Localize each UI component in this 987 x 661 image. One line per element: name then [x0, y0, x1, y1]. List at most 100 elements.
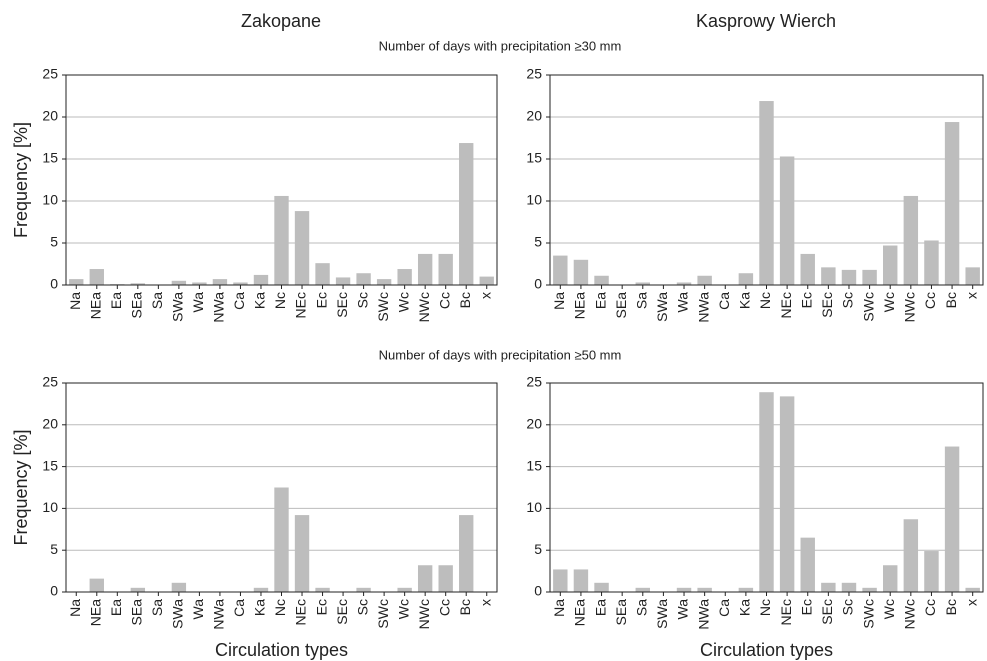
plot-frame — [549, 74, 984, 286]
bar — [882, 245, 898, 285]
bar — [89, 269, 104, 285]
x-tick-label: Wa — [675, 599, 691, 620]
y-tick-label: 5 — [534, 541, 542, 557]
x-tick-label: SEc — [334, 292, 350, 318]
x-tick-label: Wc — [881, 292, 897, 312]
bar — [965, 267, 980, 285]
x-tick-label: Ca — [716, 292, 732, 310]
x-tick-label: Bc — [457, 292, 473, 308]
column-title: Zakopane — [241, 11, 321, 31]
bar — [903, 519, 919, 592]
bar — [130, 283, 146, 285]
y-tick-label: 25 — [42, 374, 58, 390]
bar — [841, 269, 857, 285]
x-tick-label: NEa — [572, 292, 588, 319]
x-axis-label: Circulation types — [700, 640, 833, 660]
bar — [397, 587, 412, 592]
x-tick-label: Sa — [633, 292, 649, 309]
y-tick-label: 10 — [42, 192, 58, 208]
x-tick-label: SWa — [170, 599, 186, 629]
x-tick-label: Bc — [457, 599, 473, 615]
bar — [459, 143, 474, 285]
x-tick-label: Nc — [272, 599, 288, 616]
bar — [862, 587, 877, 592]
x-tick-label: NWa — [695, 292, 711, 323]
bar — [233, 282, 248, 285]
bar — [800, 537, 815, 592]
bar — [479, 276, 494, 285]
x-tick-label: x — [963, 292, 979, 299]
bar — [171, 280, 187, 285]
bar — [882, 565, 898, 592]
bar — [294, 515, 310, 592]
x-tick-label: Ec — [313, 599, 329, 615]
bar — [738, 273, 754, 285]
x-tick-label: NWc — [902, 599, 918, 629]
x-tick-label: SWc — [375, 292, 391, 322]
bar — [130, 587, 146, 592]
x-tick-label: SEc — [819, 599, 835, 625]
x-tick-label: Na — [551, 292, 567, 310]
bar — [274, 487, 289, 592]
y-tick-label: 10 — [42, 499, 58, 515]
y-tick-label: 5 — [50, 541, 58, 557]
y-tick-label: 0 — [534, 583, 542, 599]
x-tick-label: Ea — [592, 292, 608, 309]
x-tick-label: Ka — [252, 292, 268, 309]
bar — [821, 582, 836, 592]
x-tick-label: SWa — [654, 599, 670, 629]
x-tick-label: Na — [67, 292, 83, 310]
y-tick-label: 0 — [50, 276, 58, 292]
bar — [573, 569, 589, 592]
bar — [438, 565, 453, 592]
y-tick-label: 5 — [534, 234, 542, 250]
x-tick-label: x — [477, 292, 493, 299]
bar — [294, 211, 310, 285]
x-tick-label: Ea — [592, 599, 608, 616]
bar — [356, 587, 371, 592]
y-tick-label: 20 — [42, 108, 58, 124]
x-tick-label: Wc — [881, 599, 897, 619]
x-tick-label: Ea — [108, 292, 124, 309]
bar — [676, 282, 692, 285]
x-tick-label: Bc — [943, 292, 959, 308]
bar — [697, 275, 712, 285]
x-tick-label: Wa — [190, 292, 206, 313]
bar — [315, 263, 330, 285]
x-tick-label: SEa — [129, 292, 145, 319]
x-tick-label: NWa — [211, 292, 227, 323]
bar — [356, 273, 371, 285]
x-tick-label: Ca — [716, 599, 732, 617]
x-tick-label: Nc — [272, 292, 288, 309]
x-tick-label: Ka — [252, 599, 268, 616]
x-tick-label: Ka — [737, 292, 753, 309]
bar — [376, 279, 392, 285]
bar — [903, 195, 919, 285]
x-tick-label: Cc — [922, 292, 938, 309]
x-tick-label: NWc — [902, 292, 918, 322]
x-tick-label: Sc — [354, 292, 370, 308]
bar — [635, 587, 651, 592]
x-tick-label: Ec — [313, 292, 329, 308]
bar — [944, 122, 960, 285]
plot-frame — [549, 382, 984, 593]
x-tick-label: x — [963, 599, 979, 606]
x-tick-label: SWc — [860, 599, 876, 629]
x-tick-label: SWa — [170, 292, 186, 322]
x-tick-label: NWc — [416, 599, 432, 629]
bar — [417, 253, 433, 285]
x-tick-label: SWc — [860, 292, 876, 322]
x-tick-label: Na — [551, 599, 567, 617]
bar — [924, 240, 939, 285]
x-tick-label: Nc — [757, 292, 773, 309]
bar — [69, 279, 84, 285]
y-tick-label: 20 — [526, 108, 542, 124]
bar — [697, 587, 712, 592]
bar — [212, 279, 228, 285]
bar — [335, 277, 351, 285]
y-tick-label: 10 — [526, 499, 542, 515]
bar — [924, 551, 939, 592]
bar — [676, 587, 692, 592]
x-tick-label: NEc — [293, 292, 309, 318]
bar — [779, 396, 795, 592]
